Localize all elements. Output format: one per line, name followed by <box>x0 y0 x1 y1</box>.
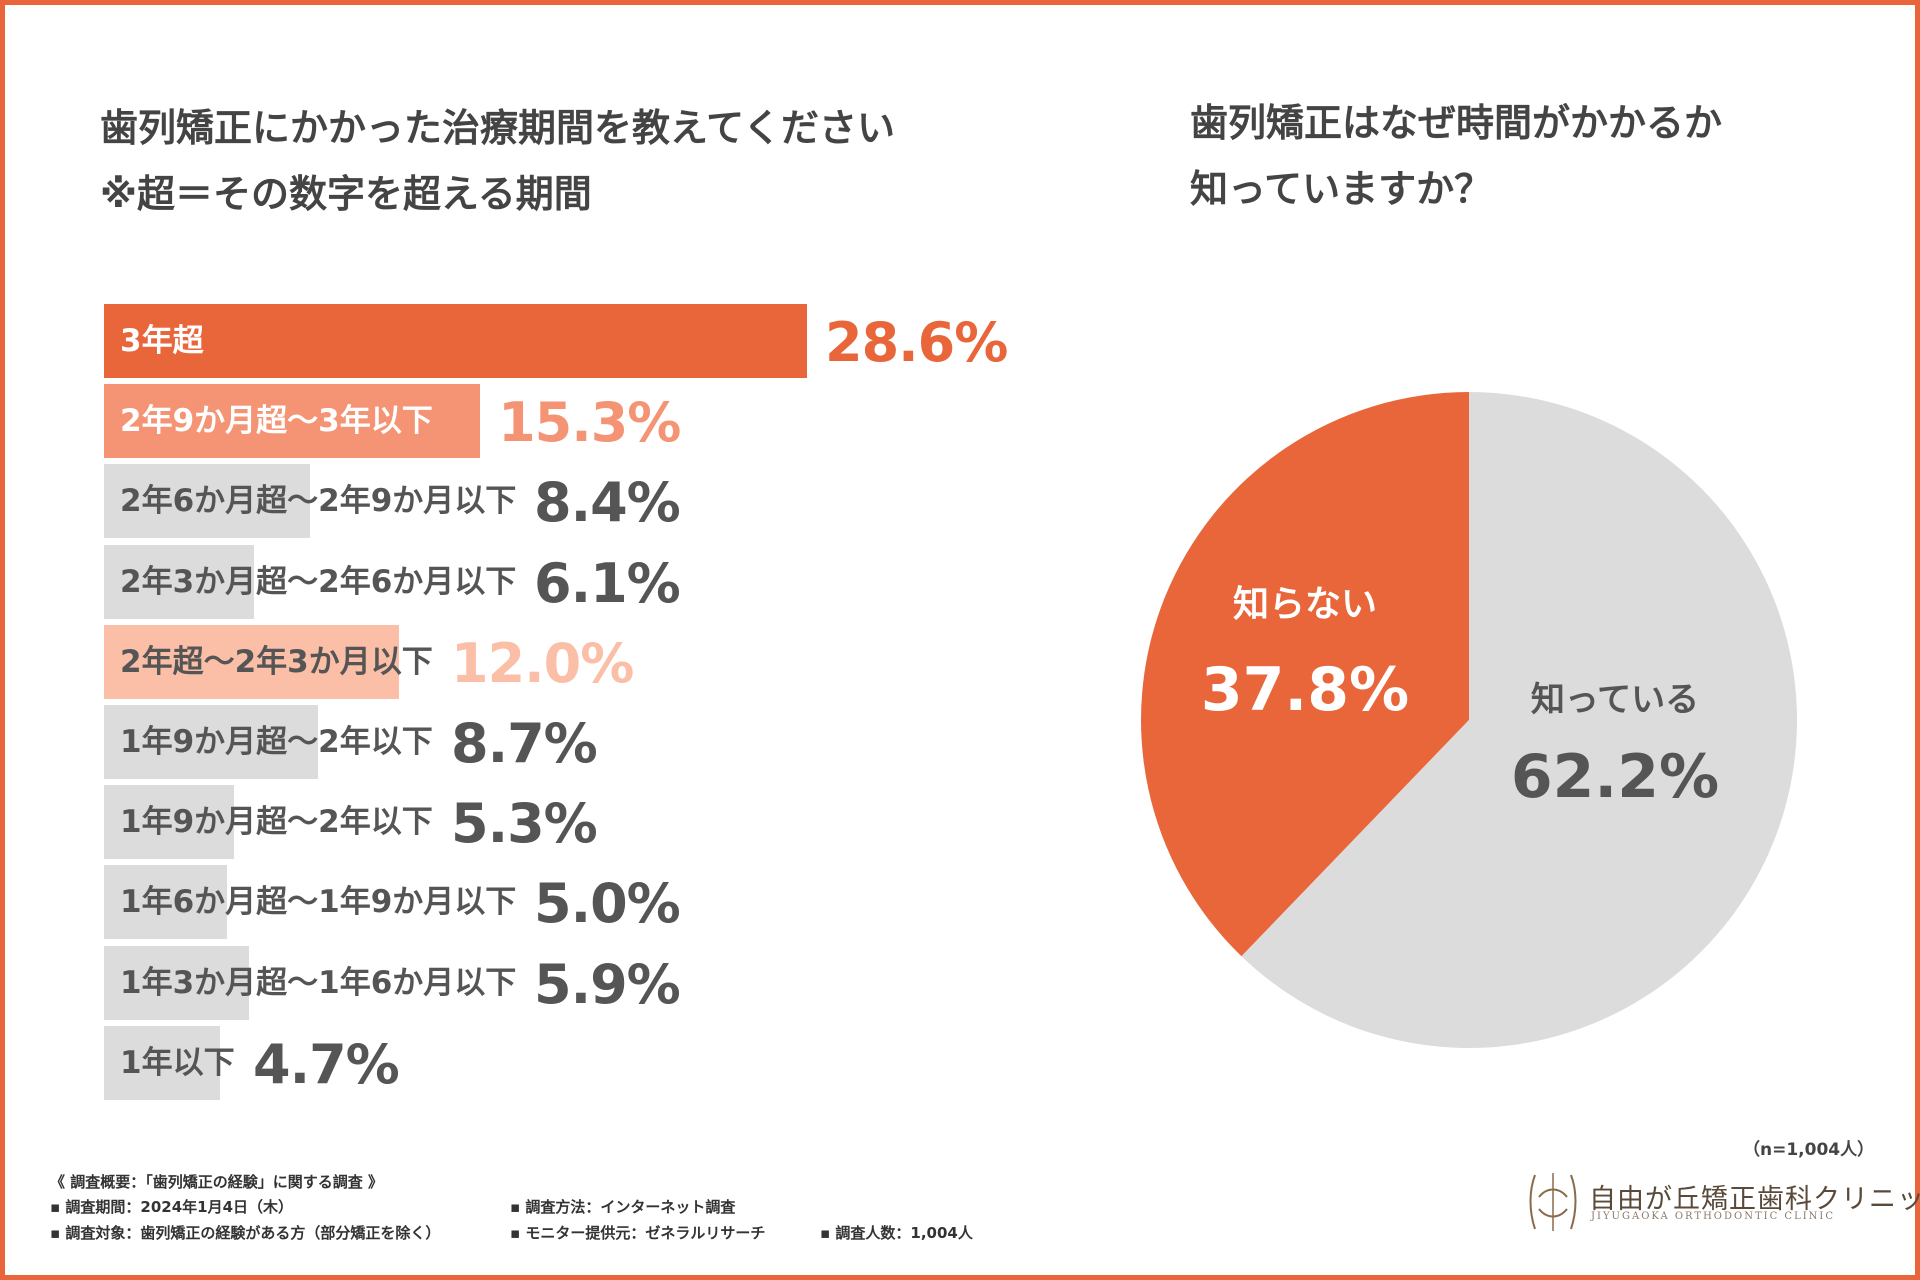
notes-method: ▪ 調査方法：インターネット調査 <box>510 1198 736 1216</box>
bar-chart-title: 歯列矯正にかかった治療期間を教えてください ※超＝その数字を超える期間 <box>100 95 895 227</box>
bar <box>104 1025 220 1100</box>
pie-slice-value: 37.8% <box>1200 655 1410 725</box>
bar-category-label: 1年以下 <box>120 1044 235 1081</box>
bar-category-label: 1年9か月超～2年以下 <box>120 724 433 760</box>
bar-value-label: 4.7% <box>253 1032 400 1096</box>
notes-count: ▪ 調査人数：1,004人 <box>820 1224 973 1242</box>
bar-category-label: 1年6か月超～1年9か月以下 <box>120 884 517 921</box>
bar <box>104 785 235 860</box>
bar-category-label: 2年6か月超～2年9か月以下 <box>120 483 517 520</box>
bar-value-label: 5.3% <box>451 792 598 856</box>
bar-category-label: 2年3か月超～2年6か月以下 <box>120 563 517 600</box>
clinic-name-english: JIYUGAOKA ORTHODONTIC CLINIC <box>1591 1211 1836 1222</box>
bar-value-label: 8.7% <box>451 712 598 775</box>
bar-value-label: 5.0% <box>534 872 681 936</box>
notes-header: 《 調査概要：「歯列矯正の経験」に関する調査 》 <box>50 1173 383 1191</box>
bar <box>104 544 254 619</box>
bar-value-label: 8.4% <box>534 471 681 535</box>
bar-value-label: 6.1% <box>534 551 681 615</box>
bar-category-label: 2年超～2年3か月以下 <box>120 643 433 680</box>
notes-target: ▪ 調査対象：歯列矯正の経験がある方（部分矯正を除く） <box>50 1224 441 1242</box>
bar <box>104 945 250 1020</box>
bar-category-label: 1年9か月超～2年以下 <box>120 804 433 841</box>
bar <box>104 464 311 539</box>
clinic-logo-icon <box>1529 1173 1577 1231</box>
pie-slice-label: 知らない <box>1232 584 1377 625</box>
pie-title-line2: 知っていますか？ <box>1190 167 1493 211</box>
bar-value-label: 12.0% <box>451 631 634 695</box>
pie-chart <box>1141 392 1797 1048</box>
notes-period: ▪ 調査期間：2024年1月4日（木） <box>50 1198 294 1216</box>
bar-value-label: 28.6% <box>825 311 1008 374</box>
bar-title-line1: 歯列矯正にかかった治療期間を教えてください <box>100 106 895 150</box>
bar <box>104 384 481 459</box>
pie-slice <box>1141 392 1469 957</box>
pie-slice <box>1241 392 1797 1048</box>
pie-title-line1: 歯列矯正はなぜ時間がかかるか <box>1190 101 1723 145</box>
sample-size: （n=1,004人） <box>1743 1140 1875 1160</box>
bar-value-label: 5.9% <box>534 952 681 1016</box>
bar <box>104 865 227 940</box>
clinic-name: 自由が丘矯正歯科クリニック <box>1589 1184 1920 1215</box>
notes-provider: ▪ モニター提供元：ゼネラルリサーチ <box>510 1224 766 1242</box>
bar-category-label: 3年超 <box>120 323 204 359</box>
bar-category-label: 2年9か月超～3年以下 <box>120 403 433 440</box>
bar <box>104 624 399 699</box>
bar-value-label: 15.3% <box>498 391 681 455</box>
clinic-logo: 自由が丘矯正歯科クリニック JIYUGAOKA ORTHODONTIC CLIN… <box>1527 1169 1920 1235</box>
bar <box>104 705 318 779</box>
pie-chart-title: 歯列矯正はなぜ時間がかかるか 知っていますか？ <box>1190 90 1722 222</box>
bar-title-line2: ※超＝その数字を超える期間 <box>100 172 592 216</box>
pie-slice-value: 62.2% <box>1510 742 1720 812</box>
pie-slice-label: 知っている <box>1530 680 1700 720</box>
bar <box>104 304 807 378</box>
bar-category-label: 1年3か月超～1年6か月以下 <box>120 964 517 1001</box>
